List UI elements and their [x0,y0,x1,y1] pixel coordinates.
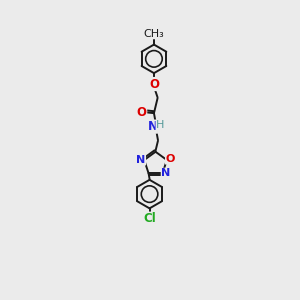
Text: O: O [149,77,159,91]
Text: N: N [136,155,146,165]
Text: CH₃: CH₃ [144,29,164,39]
Text: H: H [156,120,164,130]
Text: O: O [166,154,175,164]
Text: N: N [161,168,170,178]
Text: O: O [137,106,147,119]
Text: N: N [147,120,158,133]
Text: Cl: Cl [143,212,156,225]
